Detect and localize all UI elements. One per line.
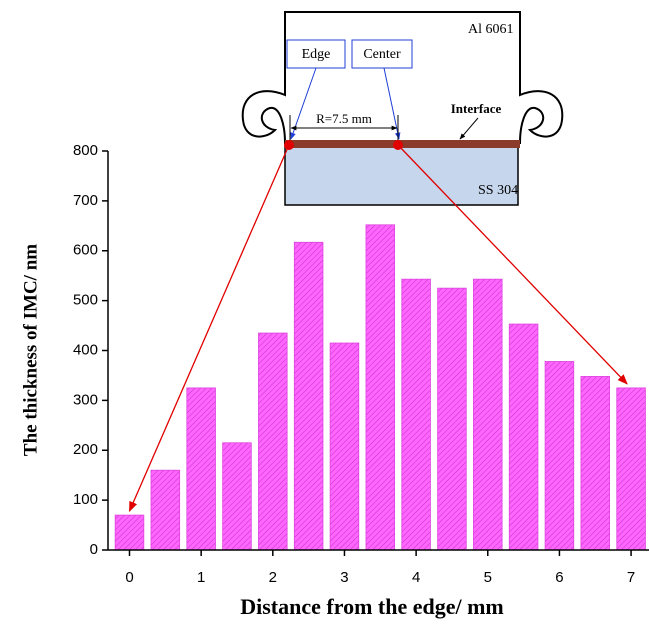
- y-tick-label: 500: [73, 292, 98, 309]
- annotation: SS 304: [478, 183, 518, 198]
- x-tick-label: 4: [412, 569, 420, 586]
- x-tick-label: 2: [269, 569, 277, 586]
- pointer-arrow: [397, 144, 628, 385]
- y-tick-label: 700: [73, 192, 98, 209]
- pointer-arrow: [128, 144, 290, 513]
- bar: [150, 469, 181, 551]
- center-box: [351, 39, 413, 69]
- y-tick-label: 100: [73, 491, 98, 508]
- bar: [508, 323, 539, 551]
- x-axis-title: Distance from the edge/ mm: [240, 594, 504, 619]
- y-tick-label: 0: [90, 541, 98, 558]
- bar: [437, 287, 467, 551]
- y-tick-label: 800: [73, 142, 98, 159]
- bar: [258, 332, 288, 551]
- annotation: Interface: [451, 101, 502, 116]
- y-axis-title: The thickness of IMC/ nm: [20, 244, 41, 456]
- y-tick-label: 200: [73, 441, 98, 458]
- al-block: [241, 11, 564, 144]
- bar: [293, 241, 324, 551]
- bar: [114, 514, 145, 551]
- bar: [544, 361, 575, 551]
- x-tick-label: 5: [484, 569, 492, 586]
- bar: [473, 278, 503, 551]
- x-tick-label: 6: [555, 569, 563, 586]
- annotation: Al 6061: [468, 22, 514, 37]
- bar: [222, 442, 252, 551]
- bar: [616, 387, 646, 551]
- y-tick-label: 300: [73, 391, 98, 408]
- bar: [329, 342, 360, 551]
- inset-diagram: Al 6061 Edge Center R=7.5 mm Interface S…: [241, 11, 564, 206]
- x-tick-label: 1: [197, 569, 205, 586]
- annotation: Edge: [302, 47, 331, 62]
- x-tick-label: 3: [340, 569, 348, 586]
- bar: [580, 376, 610, 551]
- edge-box: [286, 39, 346, 69]
- annotation: R=7.5 mm: [316, 111, 372, 126]
- bar: [186, 387, 216, 551]
- y-tick-label: 400: [73, 341, 98, 358]
- interface-arrow: [459, 117, 479, 140]
- x-tick-label: 0: [125, 569, 133, 586]
- x-tick-label: 7: [627, 569, 635, 586]
- bar: [401, 278, 431, 551]
- plot-area: 0 100 200 300 400 500 600 700 800 0 1 2 3 4 5 6 7: [73, 142, 646, 586]
- annotation: Center: [363, 47, 401, 62]
- y-tick-label: 600: [73, 242, 98, 259]
- bar: [365, 224, 396, 551]
